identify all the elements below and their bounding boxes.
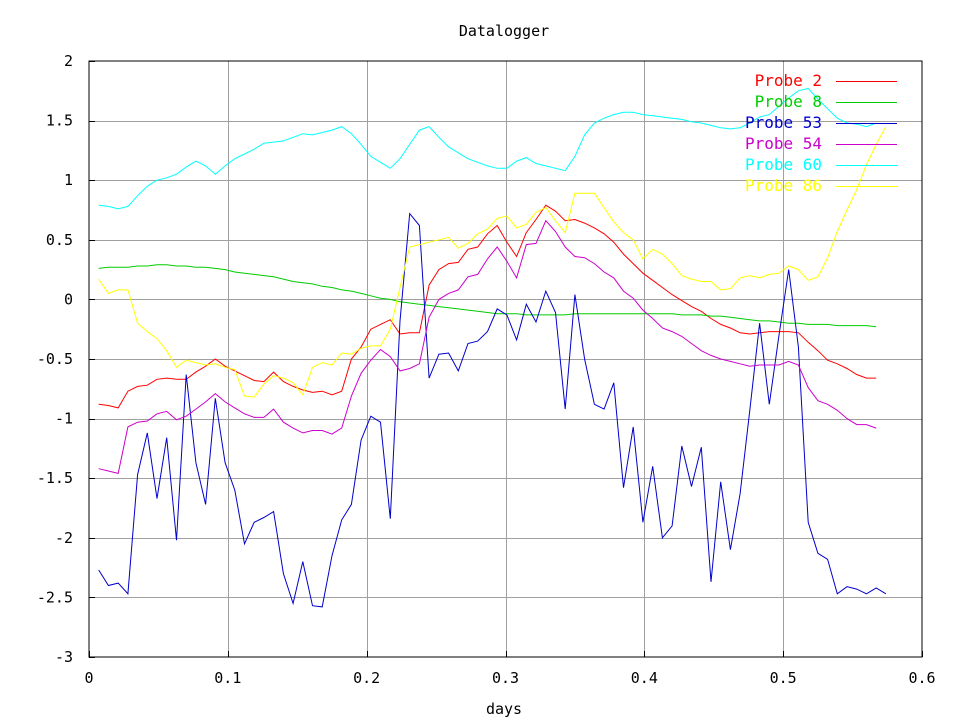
legend: Probe 2 Probe 8 Probe 53 Probe 54 Probe 60 Pr… — [745, 71, 897, 195]
grid-lines — [89, 61, 922, 657]
x-tick-label: 0.5 — [770, 669, 797, 687]
legend-label: Probe 60 — [745, 155, 822, 174]
y-tick-label: -1.5 — [37, 469, 73, 487]
y-tick-label: 1.5 — [46, 112, 73, 130]
series-lines — [98, 87, 887, 608]
x-tick-label: 0.6 — [908, 669, 935, 687]
series-line-probe-54 — [98, 219, 877, 475]
axis-ticks: 0 0.1 0.2 0.3 0.4 0.5 0.6 -3 -2.5 -2 -1.5 -1 -0.5 0 0.… — [37, 52, 936, 687]
x-tick-label: 0.1 — [214, 669, 241, 687]
y-tick-label: -3 — [55, 648, 73, 666]
legend-label: Probe 54 — [745, 134, 822, 153]
chart-title: Datalogger — [459, 22, 549, 40]
legend-label: Probe 8 — [755, 92, 822, 111]
series-line-probe-53 — [98, 212, 887, 608]
legend-label: Probe 86 — [745, 176, 822, 195]
series-line-probe-86 — [98, 126, 887, 398]
y-tick-label: -0.5 — [37, 350, 73, 368]
legend-label: Probe 2 — [755, 71, 822, 90]
y-tick-label: -2.5 — [37, 588, 73, 606]
series-line-probe-8 — [98, 264, 877, 328]
y-tick-label: 2 — [64, 52, 73, 70]
y-tick-label: -2 — [55, 529, 73, 547]
x-tick-label: 0.3 — [492, 669, 519, 687]
y-tick-label: 0.5 — [46, 231, 73, 249]
y-tick-label: -1 — [55, 410, 73, 428]
x-tick-label: 0 — [84, 669, 93, 687]
legend-label: Probe 53 — [745, 113, 822, 132]
x-tick-label: 0.2 — [353, 669, 380, 687]
series-line-probe-60 — [98, 87, 877, 210]
y-tick-label: 1 — [64, 171, 73, 189]
y-tick-label: 0 — [64, 290, 73, 308]
x-axis-label: days — [486, 700, 522, 718]
x-tick-label: 0.4 — [631, 669, 658, 687]
